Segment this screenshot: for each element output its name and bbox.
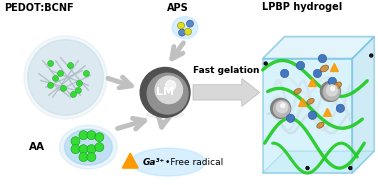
Text: Ga³⁺: Ga³⁺ — [142, 158, 164, 167]
Circle shape — [308, 111, 317, 120]
Circle shape — [76, 80, 82, 86]
Circle shape — [178, 29, 186, 36]
Circle shape — [48, 83, 54, 88]
Circle shape — [166, 80, 175, 90]
Polygon shape — [263, 58, 352, 173]
Circle shape — [328, 77, 336, 86]
Polygon shape — [299, 98, 307, 106]
Circle shape — [71, 145, 80, 154]
Polygon shape — [324, 108, 332, 116]
Ellipse shape — [307, 98, 314, 104]
Circle shape — [79, 131, 88, 140]
Circle shape — [28, 40, 103, 115]
Circle shape — [273, 101, 290, 117]
Circle shape — [323, 84, 339, 100]
Circle shape — [70, 91, 76, 97]
Circle shape — [84, 70, 90, 76]
Circle shape — [296, 61, 305, 70]
Circle shape — [336, 104, 345, 112]
Circle shape — [264, 62, 267, 65]
Ellipse shape — [273, 116, 288, 119]
Circle shape — [53, 75, 59, 81]
Circle shape — [280, 69, 289, 78]
Circle shape — [68, 63, 73, 68]
Polygon shape — [122, 153, 138, 168]
Circle shape — [71, 137, 80, 146]
Circle shape — [95, 133, 104, 142]
Circle shape — [178, 22, 184, 29]
Circle shape — [306, 166, 309, 170]
Circle shape — [370, 54, 373, 57]
Text: AA: AA — [29, 142, 45, 152]
Text: PEDOT:BCNF: PEDOT:BCNF — [4, 3, 73, 13]
Circle shape — [79, 153, 88, 162]
Circle shape — [318, 54, 327, 63]
Ellipse shape — [294, 88, 301, 94]
Ellipse shape — [172, 17, 198, 39]
Ellipse shape — [317, 122, 324, 128]
Text: LM: LM — [156, 87, 174, 97]
Circle shape — [24, 36, 107, 119]
Circle shape — [48, 60, 54, 66]
Circle shape — [76, 87, 81, 93]
Text: Fast gelation: Fast gelation — [193, 66, 260, 75]
Polygon shape — [308, 78, 316, 86]
Polygon shape — [263, 151, 374, 173]
Ellipse shape — [146, 111, 184, 118]
Circle shape — [287, 114, 295, 122]
Circle shape — [331, 87, 335, 91]
Text: LPBP hydrogel: LPBP hydrogel — [262, 2, 342, 12]
Polygon shape — [352, 37, 374, 173]
Circle shape — [321, 81, 340, 101]
Circle shape — [79, 145, 88, 154]
Circle shape — [87, 145, 96, 154]
Ellipse shape — [333, 82, 342, 89]
Polygon shape — [263, 37, 374, 58]
Circle shape — [271, 98, 291, 118]
Text: •Free radical: •Free radical — [165, 158, 223, 167]
Circle shape — [57, 70, 64, 76]
Ellipse shape — [59, 125, 117, 169]
Circle shape — [147, 73, 188, 114]
Polygon shape — [193, 78, 260, 106]
Circle shape — [184, 28, 192, 35]
Circle shape — [87, 131, 96, 140]
Circle shape — [60, 85, 67, 91]
Circle shape — [281, 104, 285, 107]
Text: APS: APS — [167, 3, 189, 13]
Circle shape — [95, 143, 104, 152]
Ellipse shape — [131, 148, 205, 176]
Circle shape — [349, 166, 352, 170]
Ellipse shape — [323, 99, 338, 102]
Circle shape — [140, 68, 190, 117]
Circle shape — [313, 69, 322, 78]
Circle shape — [277, 102, 288, 113]
Circle shape — [87, 153, 96, 162]
Circle shape — [327, 85, 338, 96]
Polygon shape — [330, 63, 338, 71]
Circle shape — [186, 20, 194, 27]
Ellipse shape — [65, 129, 112, 165]
Ellipse shape — [320, 65, 328, 72]
Circle shape — [155, 76, 183, 104]
